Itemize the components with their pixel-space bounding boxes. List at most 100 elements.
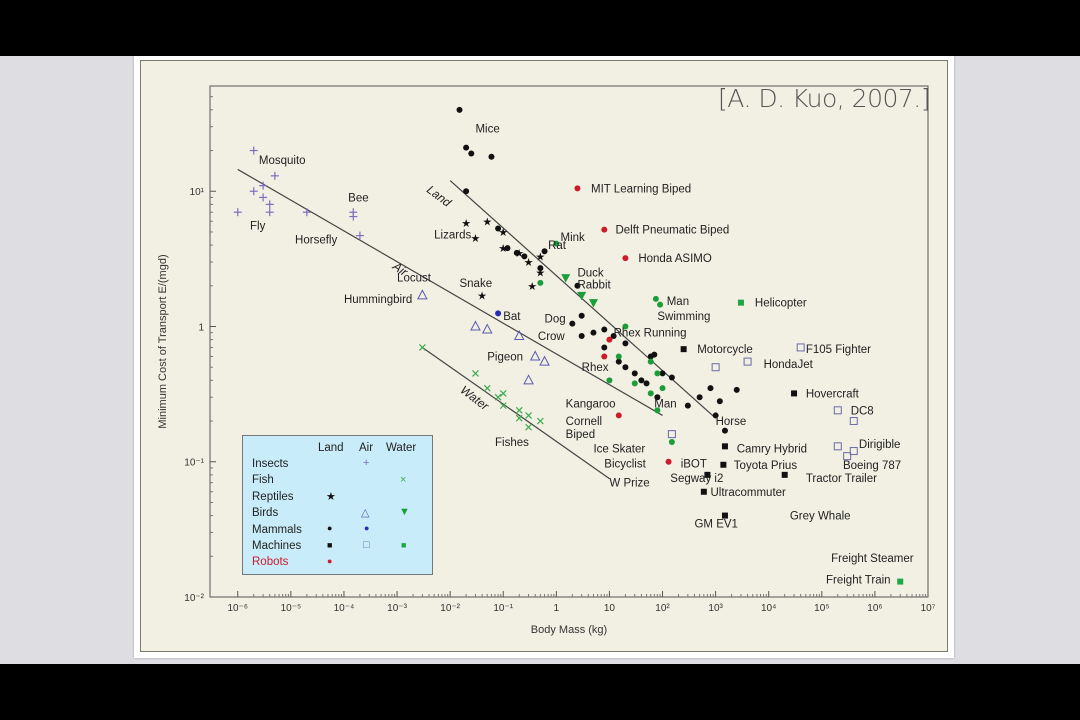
data-point [590,329,597,336]
data-point [569,320,576,327]
data-point [349,212,358,221]
axes: 10⁻⁶ 10⁻⁵ 10⁻⁴ 10⁻³ 10⁻² 10⁻¹ 1 10 10² 10³ 10⁴ 10⁵ 1… [157,85,936,636]
data-point: ★ [524,256,534,269]
legend-label-fish: Fish [252,474,274,486]
data-point [791,390,798,397]
x-axis-label: Body Mass (kg) [531,624,607,636]
data-point [668,438,675,445]
data-point [470,320,481,331]
annotation-label: Crow [538,331,566,343]
annotation-label: Kangaroo [566,398,616,410]
annotation-label: Locust [397,273,432,285]
data-point [468,150,475,157]
annotation-label: Mosquito [259,155,306,167]
legend-machines-air-icon: □ [363,539,370,551]
legend-reptiles-land-icon: ★ [326,491,336,503]
data-point [483,384,491,392]
data-point [796,343,805,352]
y-tick-label: 10⁻² [184,593,204,604]
data-point [833,406,842,415]
annotation-label: MIT Learning Biped [591,183,691,195]
data-point [654,370,661,377]
annotation-label: iBOT [681,459,707,471]
data-point [525,423,532,431]
data-point [355,231,364,240]
data-point [463,144,470,151]
data-point [265,200,274,209]
y-axis-label: Minimum Cost of Transport E/(mgd) [157,254,169,428]
plot-area [209,85,929,598]
citation: [A. D. Kuo, 2007.] [718,84,930,113]
data-point [659,370,666,377]
annotation-label: Bicyclist [604,459,646,471]
data-point [588,299,598,308]
annotation-label: Horsefly [295,234,337,246]
data-point [574,282,581,289]
data-point [647,358,654,365]
legend-header-water: Water [386,442,417,454]
x-tick-label: 10⁻³ [387,603,407,614]
data-point [610,333,617,340]
data-point [417,289,428,300]
data-point [249,187,258,196]
data-point [578,312,585,319]
annotation-label: Pigeon [487,352,523,364]
annotation-label: Hovercraft [806,388,860,400]
annotation-label: Hummingbird [344,294,412,306]
data-point [647,390,654,397]
data-point [721,427,728,434]
legend-mammals-air-icon: ● [364,523,370,533]
trend-line-label: Land [424,182,454,209]
annotation-label: Mice [475,124,499,136]
data-point [577,291,587,301]
data-point [553,240,560,247]
legend-machines-land-icon: ■ [327,540,333,550]
legend-robots-land-icon: ● [327,556,333,566]
data-point [472,369,479,377]
legend-birds-air-icon: △ [361,507,370,519]
trend-line-water [422,346,610,480]
data-point [523,374,534,385]
data-point [525,412,532,419]
annotation-label: Ultracommuter [710,487,786,499]
legend-label-insects: Insects [252,458,289,470]
data-point [504,245,511,252]
data-point: ★ [498,242,508,255]
annotation-label: Tractor Trailer [806,473,877,485]
data-point [638,377,645,384]
annotation-label: Rhex Running [614,328,687,340]
x-tick-label: 10⁶ [867,603,882,614]
y-tick-label: 10¹ [190,187,205,198]
annotation-label: Grey Whale [790,511,851,523]
data-point [622,255,629,262]
data-point [561,274,571,283]
data-point [606,377,613,384]
data-point [665,458,672,465]
data-point: ★ [535,250,545,263]
annotation-label: Biped [566,429,595,441]
x-tick-label: 10⁵ [814,603,829,614]
legend-header-air: Air [359,442,374,454]
data-point [843,452,852,461]
legend-header-land: Land [318,442,344,454]
data-point [733,386,740,393]
data-point [704,471,711,478]
data-point [233,208,242,217]
legend-label-birds: Birds [252,507,279,519]
data-point [418,344,426,351]
legend: Land Air Water Insects + Fish × Reptiles… [242,435,433,575]
legend-machines-water-icon: ■ [401,540,407,550]
data-point [494,393,502,401]
x-tick-label: 1 [554,603,560,614]
annotation-label: Rabbit [577,279,611,291]
data-point [654,407,661,414]
data-point [513,249,520,256]
data-point [249,146,258,155]
data-point [622,323,629,330]
annotation-label: Swimming [657,311,710,323]
data-point [631,380,638,387]
data-point: ★ [535,267,545,280]
x-tick-label: 10⁻⁴ [334,603,355,614]
annotation-label: Toyota Prius [734,460,798,472]
data-point [606,336,613,343]
